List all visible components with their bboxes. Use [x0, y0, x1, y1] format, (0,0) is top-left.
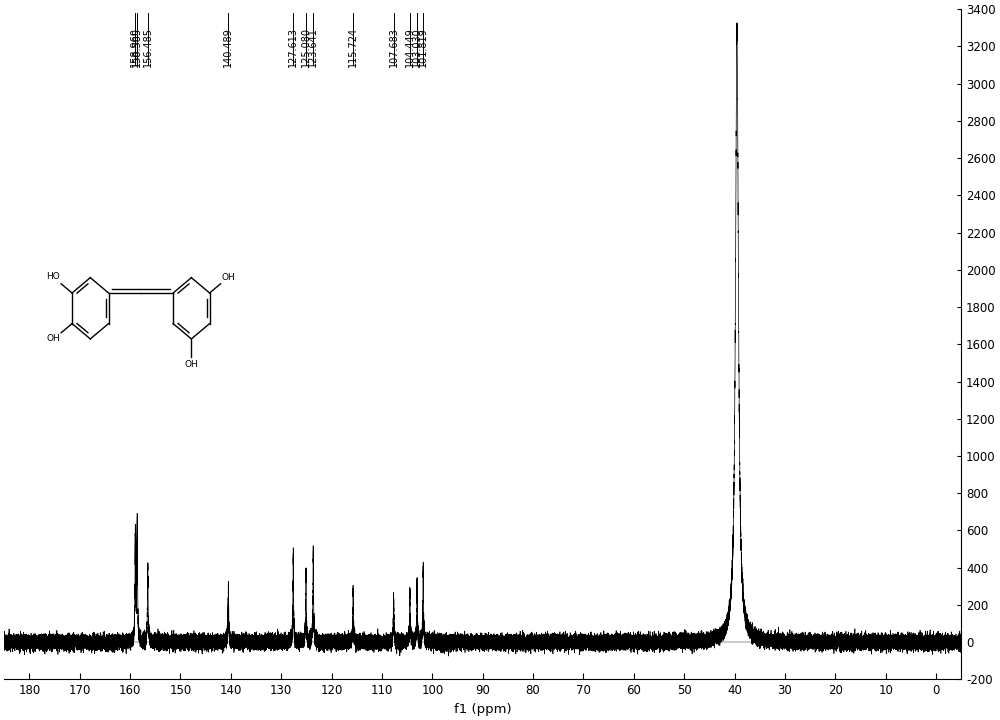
- Text: 158.960: 158.960: [130, 27, 140, 67]
- Text: 103.030: 103.030: [412, 27, 422, 67]
- Text: 158.585: 158.585: [132, 27, 142, 67]
- Text: 127.613: 127.613: [288, 27, 298, 67]
- Text: 140.489: 140.489: [223, 27, 233, 67]
- Text: 107.683: 107.683: [389, 27, 399, 67]
- X-axis label: f1 (ppm): f1 (ppm): [454, 703, 512, 716]
- Text: 125.080: 125.080: [301, 27, 311, 67]
- Text: 115.724: 115.724: [348, 27, 358, 67]
- Text: 101.819: 101.819: [418, 27, 428, 67]
- Text: 104.449: 104.449: [405, 27, 415, 67]
- Text: 123.641: 123.641: [308, 27, 318, 67]
- Text: 156.485: 156.485: [143, 27, 153, 67]
